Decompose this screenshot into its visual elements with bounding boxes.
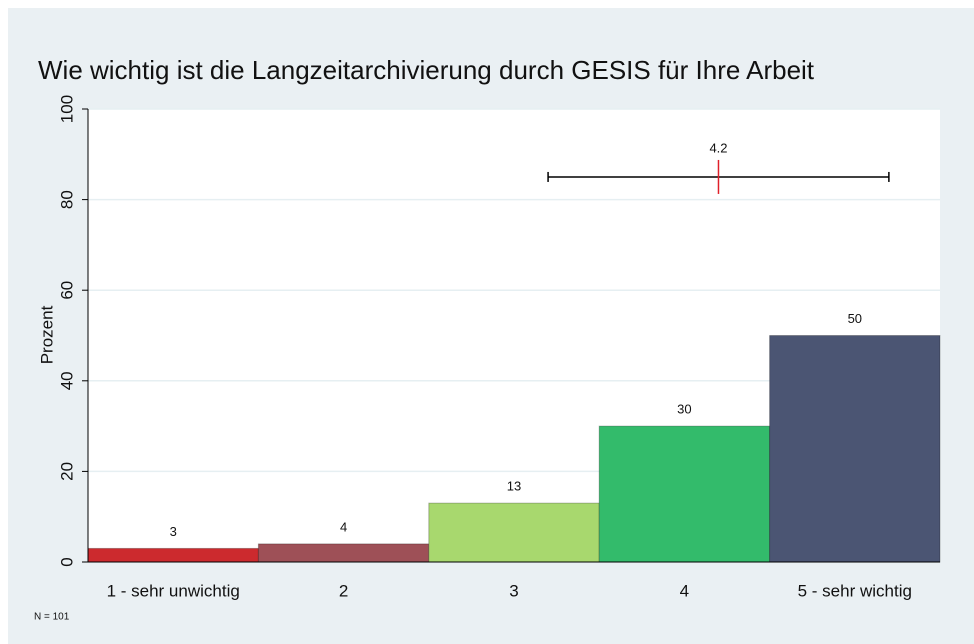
data-label: 50 — [848, 311, 862, 326]
x-tick-label: 1 - sehr unwichtig — [107, 581, 240, 600]
y-tick-label: 40 — [57, 371, 76, 390]
data-label: 13 — [507, 479, 521, 494]
data-label: 3 — [170, 524, 177, 539]
x-tick-label: 3 — [509, 581, 518, 600]
x-tick-label: 5 - sehr wichtig — [798, 581, 912, 600]
y-tick-label: 80 — [57, 190, 76, 209]
data-label: 30 — [677, 402, 691, 417]
chart-title: Wie wichtig ist die Langzeitarchivierung… — [38, 55, 815, 85]
bar — [257, 543, 430, 563]
bar — [598, 425, 771, 563]
data-label: 4 — [340, 519, 347, 534]
y-tick-label: 100 — [57, 95, 76, 123]
x-tick-label: 4 — [680, 581, 689, 600]
note: N = 101 — [34, 612, 70, 623]
bar — [769, 335, 941, 563]
y-tick-label: 60 — [57, 281, 76, 300]
plot: 0 20 40 60 80 100 1 - sehr unwichtig 3 2 4 3 13 4 30 5… — [57, 95, 941, 600]
y-axis-label: Prozent — [37, 305, 56, 364]
y-tick-label: 20 — [57, 462, 76, 481]
bar — [87, 547, 259, 563]
y-tick-label: 0 — [57, 557, 76, 566]
mean-label: 4.2 — [709, 140, 727, 155]
bar — [428, 502, 600, 563]
x-tick-label: 2 — [339, 581, 348, 600]
